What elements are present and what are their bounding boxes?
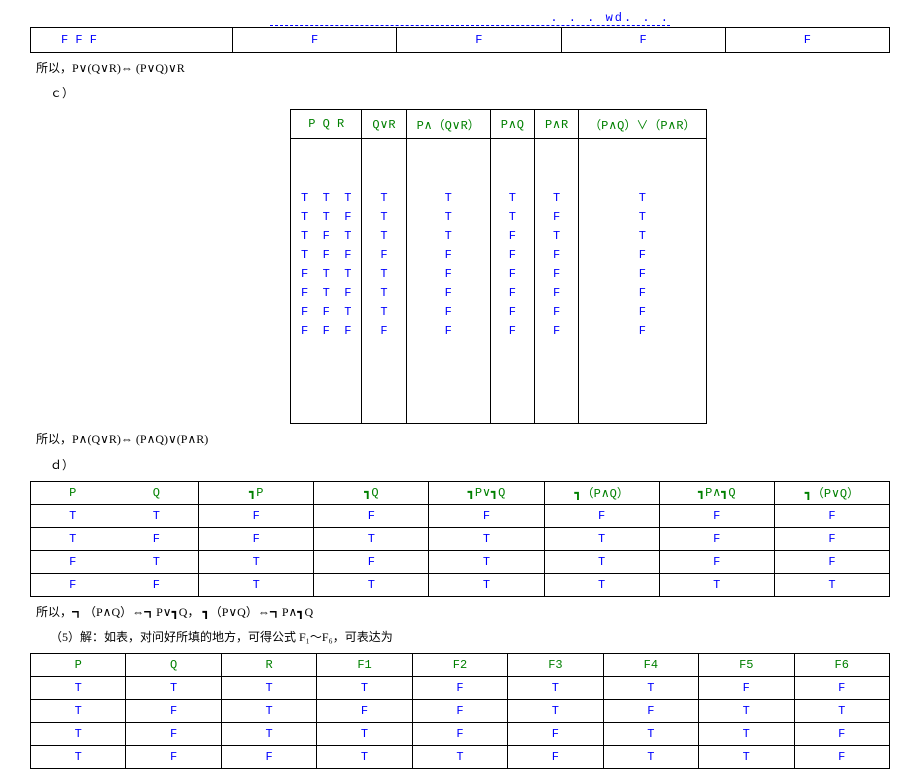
t2-h3: P∧Q xyxy=(490,110,534,139)
truth-table-c: P Q R Q∨R P∧（Q∨R） P∧Q P∧R （P∧Q）∨（P∧R） T … xyxy=(290,109,707,424)
t3-h4: ┓P∨┓Q xyxy=(429,481,544,504)
t3-h6: ┓P∧┓Q xyxy=(659,481,774,504)
t3-h2: ┓P xyxy=(199,481,314,504)
t2-c1: T T T F T T T F xyxy=(362,139,406,424)
header-link: . . . wd. . . xyxy=(30,10,890,25)
t2-h0: P Q R xyxy=(291,110,362,139)
t4-r0: TTT TFT TFF xyxy=(31,677,890,700)
t2-c2: T T T F F F F F xyxy=(406,139,490,424)
t4-h7: F5 xyxy=(699,654,794,677)
t4-h2: R xyxy=(221,654,316,677)
t3-h7: ┓（P∨Q） xyxy=(774,481,889,504)
t2-h4: P∧R xyxy=(534,110,578,139)
t1-c3: F xyxy=(561,28,725,53)
t4-h5: F3 xyxy=(508,654,603,677)
table-top-fragment: F F F F F F F xyxy=(30,27,890,53)
t2-h2: P∧（Q∨R） xyxy=(406,110,490,139)
t4-r1: TFT FFT FTT xyxy=(31,700,890,723)
t1-c2: F xyxy=(397,28,561,53)
t1-c4: F xyxy=(725,28,889,53)
t4-h0: P xyxy=(31,654,126,677)
t2-c4: T F T F F F F F xyxy=(534,139,578,424)
t2-c0: T T T T T F T F T T F F F T T F T F F F … xyxy=(291,139,362,424)
t3-r1: TF FT TT FF xyxy=(31,527,890,550)
t4-h8: F6 xyxy=(794,654,890,677)
t4-h1: Q xyxy=(126,654,221,677)
t3-r3: FF TT TT TT xyxy=(31,573,890,596)
t4-r3: TFF TTF TTF xyxy=(31,746,890,769)
t4-h4: F2 xyxy=(412,654,507,677)
t1-c1: F xyxy=(233,28,397,53)
conclusion-d: 所以，┓（P∧Q）⇔┓P∨┓Q， ┓（P∨Q）⇔┓P∧┓Q xyxy=(30,603,890,622)
label-c: ｃ） xyxy=(30,84,890,103)
truth-table-d: P Q ┓P ┓Q ┓P∨┓Q ┓（P∧Q） ┓P∧┓Q ┓（P∨Q） TT F… xyxy=(30,481,890,597)
conclusion-c: 所以，P∧(Q∨R)⇔ (P∧Q)∨(P∧R) xyxy=(30,430,890,449)
t2-c5: T T T F F F F F xyxy=(579,139,706,424)
t3-h-q: Q xyxy=(115,481,199,504)
t4-h3: F1 xyxy=(317,654,412,677)
conclusion-b: 所以，P∨(Q∨R)⇔ (P∨Q)∨R xyxy=(30,59,890,78)
t3-r0: TT FF FF FF xyxy=(31,504,890,527)
t4-r2: TFT TFF TTF xyxy=(31,723,890,746)
t2-h5: （P∧Q）∨（P∧R） xyxy=(579,110,706,139)
t3-h-p: P xyxy=(31,481,115,504)
label-d: ｄ） xyxy=(30,456,890,475)
t3-h5: ┓（P∧Q） xyxy=(544,481,659,504)
problem-5: （5）解：如表，对问好所填的地方，可得公式 F₁～F₆，可表达为 xyxy=(30,628,890,647)
t2-c3: T T F F F F F F xyxy=(490,139,534,424)
t3-h3: ┓Q xyxy=(314,481,429,504)
t2-h1: Q∨R xyxy=(362,110,406,139)
t1-c0: F F F xyxy=(31,28,233,53)
t3-r2: FT TF TT FF xyxy=(31,550,890,573)
t4-h6: F4 xyxy=(603,654,698,677)
truth-table-f: P Q R F1 F2 F3 F4 F5 F6 TTT TFT TFF TFT … xyxy=(30,653,890,769)
